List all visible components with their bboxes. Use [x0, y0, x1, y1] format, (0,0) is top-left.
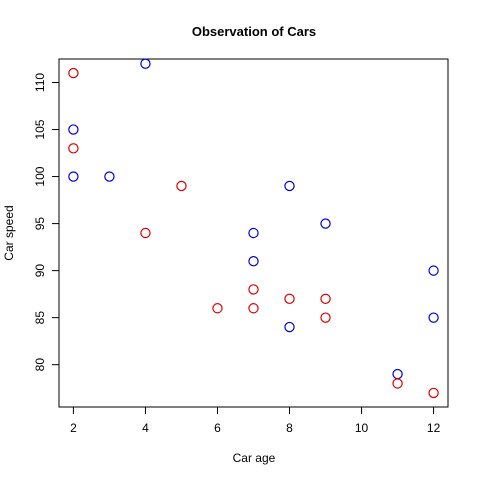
- y-tick-label: 90: [33, 264, 47, 278]
- y-axis-label: Car speed: [2, 205, 16, 260]
- data-point: [284, 293, 295, 305]
- data-point: [320, 218, 331, 229]
- data-point: [320, 312, 331, 323]
- data-point: [392, 378, 403, 389]
- y-tick-label: 85: [33, 311, 47, 325]
- data-point: [68, 171, 79, 182]
- y-tick-label: 80: [33, 358, 47, 372]
- data-point: [320, 293, 331, 305]
- data-point: [140, 227, 151, 239]
- y-tick-label: 95: [33, 217, 47, 231]
- plot-frame: [58, 58, 449, 408]
- data-point: [248, 303, 259, 314]
- data-point: [248, 256, 259, 267]
- x-tick-label: 8: [286, 421, 293, 435]
- data-point: [428, 312, 439, 323]
- y-tick-label: 110: [33, 73, 47, 92]
- data-point: [284, 180, 295, 192]
- x-axis-label: Car age: [233, 451, 276, 465]
- x-tick-label: 12: [427, 421, 441, 435]
- data-point: [68, 143, 79, 154]
- data-point: [248, 284, 259, 295]
- data-point: [428, 387, 439, 399]
- data-point: [428, 265, 439, 276]
- data-point: [212, 303, 223, 314]
- data-point: [284, 321, 295, 333]
- data-point: [68, 124, 79, 135]
- x-tick-label: 4: [142, 421, 149, 435]
- chart-title: Observation of Cars: [192, 24, 316, 39]
- data-point: [392, 368, 403, 380]
- y-axis: 80 85 90 95 100 105 110: [33, 73, 59, 372]
- data-point: [248, 227, 259, 239]
- data-point: [104, 171, 115, 182]
- y-tick-label: 105: [33, 119, 47, 139]
- data-point: [68, 67, 79, 79]
- x-tick-label: 6: [214, 421, 221, 435]
- y-tick-label: 100: [33, 166, 47, 186]
- x-axis: 2 4 6 8 10 12: [70, 407, 441, 435]
- x-tick-label: 10: [355, 421, 369, 435]
- data-points: [68, 58, 439, 399]
- data-point: [140, 58, 151, 69]
- x-tick-label: 2: [70, 421, 77, 435]
- data-point: [176, 180, 187, 192]
